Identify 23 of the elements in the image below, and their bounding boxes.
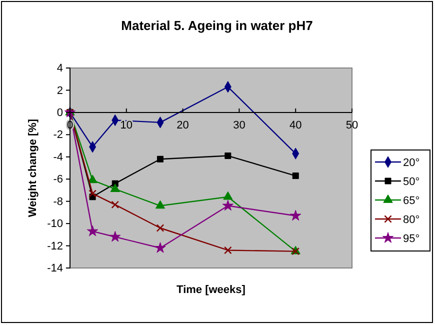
chart-title: Material 5. Ageing in water pH7 bbox=[121, 18, 313, 33]
y-axis-title: Weight change [%] bbox=[27, 118, 39, 218]
y-tick-label: -2 bbox=[53, 129, 63, 142]
y-tick-label: 2 bbox=[56, 84, 63, 97]
y-tick-label: -12 bbox=[47, 240, 63, 252]
legend-label: 95° bbox=[403, 233, 420, 245]
x-axis-title: Time [weeks] bbox=[176, 284, 246, 296]
x-tick-label: 40 bbox=[289, 120, 302, 132]
x-tick-label: 10 bbox=[120, 120, 133, 132]
y-tick-label: 4 bbox=[56, 62, 63, 75]
y-tick-label: -4 bbox=[53, 151, 63, 164]
legend-label: 65° bbox=[403, 195, 420, 207]
y-tick-label: 0 bbox=[56, 106, 63, 119]
y-tick-label: -6 bbox=[53, 174, 63, 186]
legend-label: 20° bbox=[403, 157, 420, 169]
y-tick-label: -8 bbox=[53, 196, 63, 208]
x-tick-label: 50 bbox=[346, 120, 358, 132]
y-tick-label: -14 bbox=[47, 262, 63, 275]
y-tick-label: -10 bbox=[47, 218, 63, 230]
x-tick-label: 20 bbox=[176, 120, 189, 132]
legend-label: 80° bbox=[403, 214, 420, 226]
legend-label: 50° bbox=[403, 176, 420, 188]
x-tick-label: 30 bbox=[233, 120, 246, 132]
